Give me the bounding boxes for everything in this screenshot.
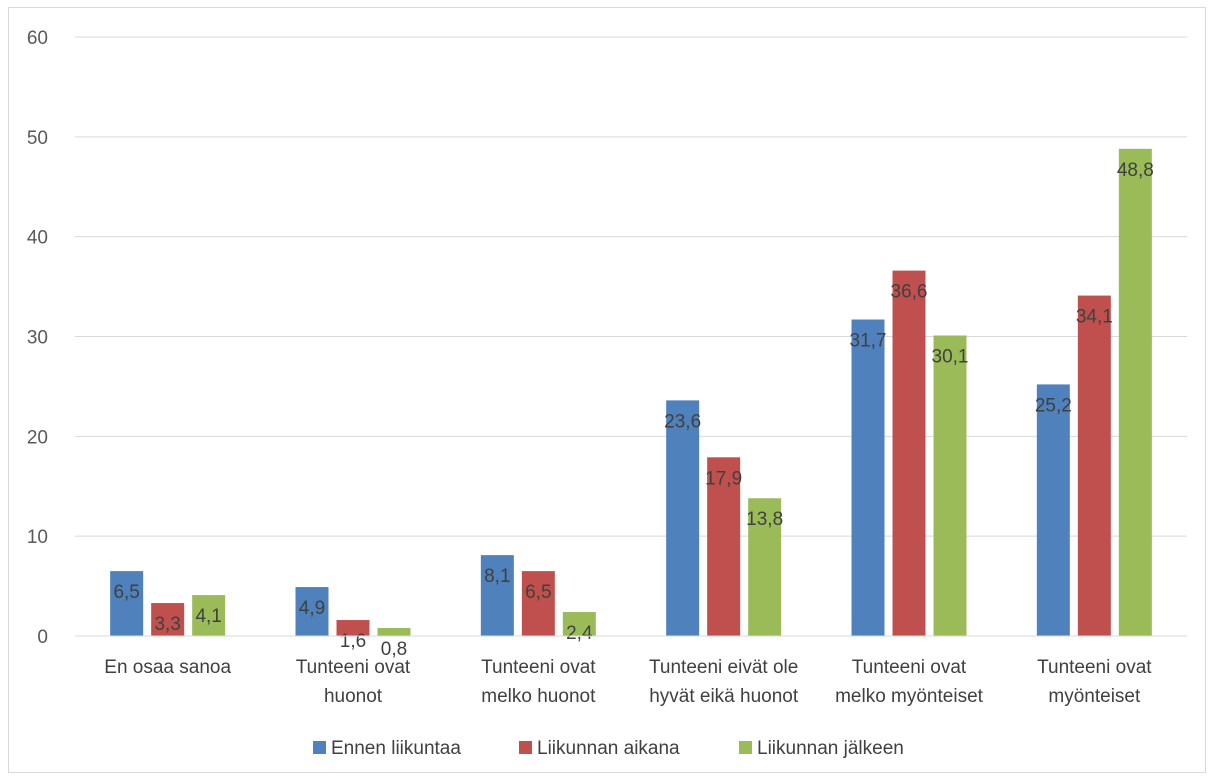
bar [295, 587, 329, 636]
data-label: 4,1 [195, 606, 221, 627]
category-label: Tunteeni ovat [1037, 657, 1152, 678]
bar [1118, 148, 1152, 636]
y-tick-label: 30 [27, 328, 48, 349]
bar [666, 400, 700, 636]
bar [521, 571, 555, 636]
legend: Ennen liikuntaa Liikunnan aikana Liikunnan… [313, 738, 904, 759]
data-label: 48,8 [1117, 160, 1154, 181]
data-label: 17,9 [705, 468, 742, 489]
bar [336, 620, 370, 636]
data-label: 6,5 [113, 582, 139, 603]
category-labels: En osaa sanoa Tunteeni ovat huonot Tunteeni… [104, 657, 1152, 707]
bar [562, 612, 596, 636]
data-label: 2,4 [566, 623, 593, 644]
bar [933, 335, 967, 636]
category-label: myönteiset [1048, 686, 1141, 707]
data-label: 31,7 [850, 331, 887, 352]
legend-label: Liikunnan aikana [537, 738, 680, 759]
legend-label: Liikunnan jälkeen [757, 738, 904, 759]
data-label: 4,9 [299, 598, 325, 619]
category-label: Tunteeni ovat [481, 657, 596, 678]
data-label: 34,1 [1076, 307, 1113, 328]
y-axis-ticks: 0 10 20 30 40 50 60 [27, 28, 48, 648]
bar [110, 571, 144, 636]
y-tick-label: 50 [27, 128, 48, 149]
category-label: En osaa sanoa [104, 657, 231, 678]
bar [1077, 295, 1111, 636]
data-label: 8,1 [484, 566, 510, 587]
chart-frame [8, 7, 1206, 773]
y-tick-label: 60 [27, 28, 48, 49]
category-label: Tunteeni ovat [296, 657, 411, 678]
category-label: huonot [324, 686, 383, 707]
bar [707, 457, 741, 636]
category-label: Tunteeni eivät ole [649, 657, 798, 678]
legend-swatch [739, 741, 752, 754]
legend-swatch [313, 741, 326, 754]
y-tick-label: 20 [27, 427, 48, 448]
bar [1036, 384, 1070, 636]
bars [110, 148, 1152, 636]
y-tick-label: 40 [27, 228, 48, 249]
data-labels: 6,5 4,9 8,1 23,6 31,7 25,2 3,3 1,6 6,5 17,9 36,6 34… [113, 160, 1153, 660]
bar [480, 555, 514, 636]
data-label: 6,5 [525, 582, 551, 603]
legend-label: Ennen liikuntaa [331, 738, 461, 759]
gridlines [75, 36, 1187, 537]
data-label: 13,8 [746, 509, 783, 530]
y-tick-label: 0 [37, 627, 48, 648]
legend-swatch [519, 741, 532, 754]
bar [892, 270, 926, 636]
data-label: 23,6 [664, 411, 701, 432]
data-label: 1,6 [340, 631, 366, 652]
data-label: 3,3 [154, 614, 180, 635]
data-label: 36,6 [891, 282, 928, 303]
category-label: melko myönteiset [835, 686, 984, 707]
y-tick-label: 10 [27, 527, 48, 548]
category-label: hyvät eikä huonot [649, 686, 799, 707]
data-label: 25,2 [1035, 395, 1072, 416]
category-label: melko huonot [481, 686, 596, 707]
bar [851, 319, 885, 636]
category-label: Tunteeni ovat [852, 657, 967, 678]
data-label: 30,1 [932, 347, 969, 368]
bar [748, 498, 782, 636]
bar [377, 628, 411, 636]
bar [192, 595, 226, 636]
bar [151, 603, 185, 636]
data-label: 0,8 [381, 639, 407, 660]
